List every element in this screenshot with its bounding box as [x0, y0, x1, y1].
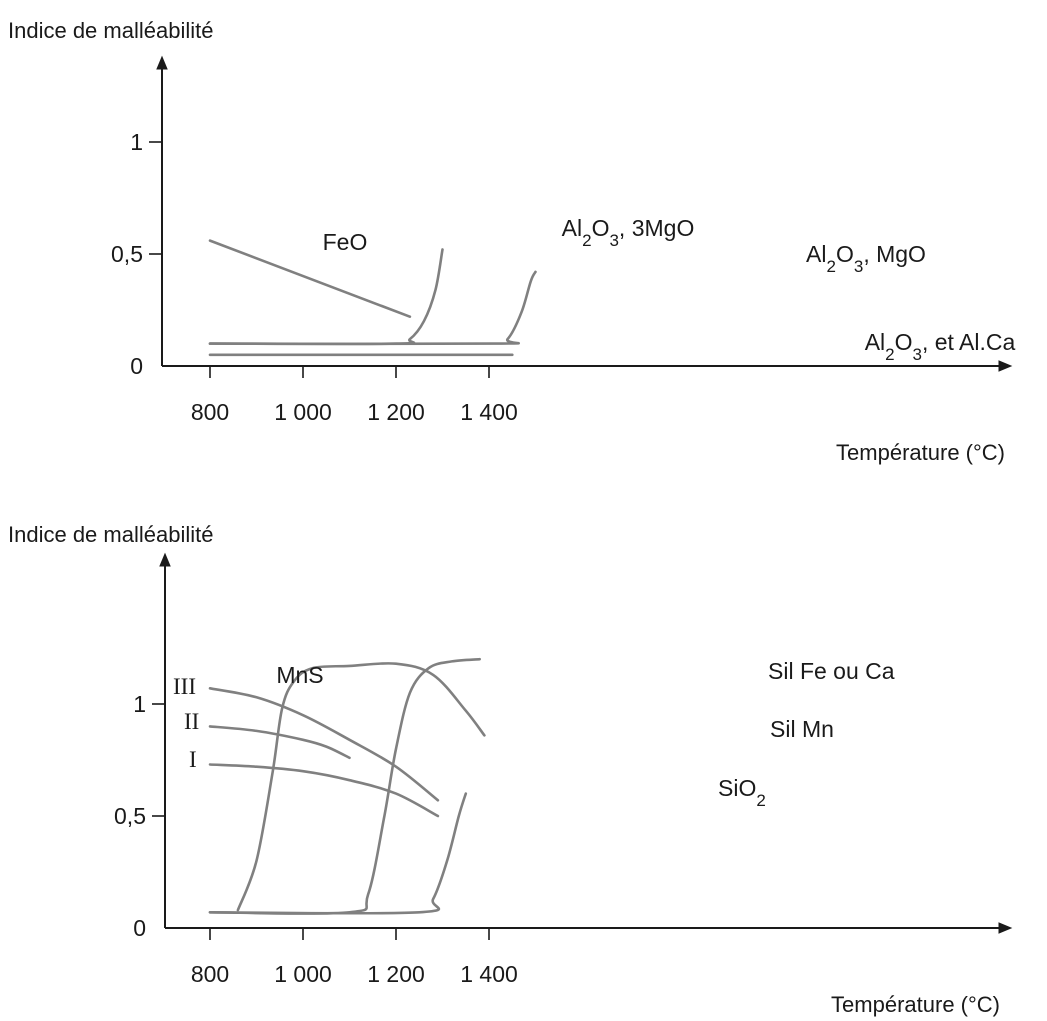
series-line-al2o3-3mgo [208, 248, 444, 346]
label-part: 3 [609, 231, 618, 250]
series-line-i [208, 763, 440, 818]
label-part: Al [562, 215, 582, 241]
y-tick-label: 0 [130, 353, 143, 379]
label-part: FeO [323, 229, 368, 255]
x-axis-title: Température (°C) [831, 992, 1000, 1017]
series-line-sil-mn [236, 662, 486, 912]
series-label-sil-fe-ou-ca: Sil Fe ou Ca [768, 658, 895, 684]
x-tick-label: 1 200 [367, 399, 425, 425]
y-tick-label: 0,5 [114, 803, 146, 829]
series-label-sio2: SiO2 [718, 775, 766, 810]
label-part: O [895, 329, 913, 355]
series-label-feo: FeO [323, 229, 368, 255]
chart-bottom: Indice de malléabilité Température (°C) 80… [8, 522, 1013, 1017]
y-tick-label: 1 [133, 691, 146, 717]
x-tick-label: 1 400 [460, 961, 518, 987]
series-line-feo [208, 239, 412, 318]
label-part: 2 [885, 345, 894, 364]
x-tick-label: 1 000 [274, 961, 332, 987]
x-tick-label: 1 400 [460, 399, 518, 425]
series-line-sio2 [208, 792, 468, 915]
x-tick-label: 1 000 [274, 399, 332, 425]
chart-top: Indice de malléabilité Température (°C) 80… [8, 18, 1016, 465]
label-part: 2 [756, 791, 765, 810]
series-label-al2o3-et-al-ca: Al2O3, et Al.Ca [865, 329, 1016, 364]
label-part: SiO [718, 775, 756, 801]
x-tick-label: 1 200 [367, 961, 425, 987]
series-line-ii [208, 725, 351, 760]
series-label-iii: III [173, 674, 196, 699]
label-part: O [592, 215, 610, 241]
y-axis-title: Indice de malléabilité [8, 18, 213, 43]
label-part: , MgO [863, 241, 926, 267]
series-label-al2o3-3mgo: Al2O3, 3MgO [562, 215, 695, 250]
series-label-ii: II [184, 709, 199, 734]
label-part: 3 [854, 257, 863, 276]
label-part: 3 [913, 345, 922, 364]
y-tick-label: 0,5 [111, 241, 143, 267]
label-part: 2 [827, 257, 836, 276]
y-tick-label: 0 [133, 915, 146, 941]
label-part: 2 [582, 231, 591, 250]
series-label-sil-mn: Sil Mn [770, 716, 834, 742]
x-axis-title: Température (°C) [836, 440, 1005, 465]
label-part: Al [865, 329, 885, 355]
x-tick-label: 800 [191, 399, 229, 425]
label-part: O [836, 241, 854, 267]
label-part: Al [806, 241, 826, 267]
series-line-sil-fe-ou-ca [208, 657, 481, 915]
y-tick-label: 1 [130, 129, 143, 155]
label-part: Sil Mn [770, 716, 834, 742]
series-label-i: I [189, 747, 197, 772]
series-label-al2o3-mgo: Al2O3, MgO [806, 241, 926, 276]
x-tick-label: 800 [191, 961, 229, 987]
label-part: , 3MgO [619, 215, 694, 241]
y-axis-title: Indice de malléabilité [8, 522, 213, 547]
annotation-mns: MnS [276, 662, 323, 688]
series-line-iii [208, 687, 440, 802]
label-part: , et Al.Ca [922, 329, 1016, 355]
series-line-al2o3-mgo [208, 270, 537, 346]
label-part: Sil Fe ou Ca [768, 658, 895, 684]
